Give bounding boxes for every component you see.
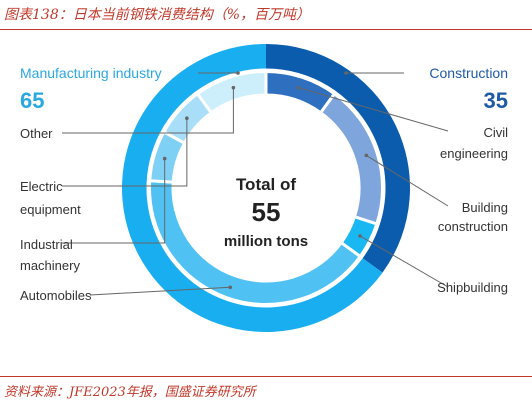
leader-shipbuilding: [359, 235, 449, 288]
outer-slice-construction: [266, 44, 410, 273]
leader-dot-industrial-machinery: [162, 156, 167, 161]
inner-ring: [148, 69, 384, 306]
leader-industrial-machinery: [62, 158, 166, 244]
leader-dot-civil-engineering: [296, 85, 301, 90]
leader-dot-manufacturing: [236, 71, 240, 75]
figure-source: 资料来源：JFE2023年报，国盛证券研究所: [4, 385, 256, 400]
group-label-manufacturing: Manufacturing industry: [20, 65, 162, 81]
slice-label-civil-engineering: engineering: [440, 146, 508, 161]
leader-lines: [62, 71, 449, 296]
leader-dot-electric-equipment: [185, 116, 189, 121]
slice-label-building-construction: Building: [462, 200, 508, 215]
slice-label-building-construction: construction: [438, 219, 508, 234]
outer-ring: [122, 44, 410, 332]
leader-dot-building-construction: [364, 153, 369, 158]
leader-civil-engineering: [298, 87, 449, 132]
inner-slice-other: [195, 69, 268, 115]
source-rule: [0, 376, 532, 377]
leader-building-construction: [366, 154, 449, 207]
slice-label-automobiles: Automobiles: [20, 288, 92, 303]
title-rule: [0, 29, 532, 30]
leader-other: [62, 87, 234, 134]
slice-label-shipbuilding: Shipbuilding: [437, 280, 508, 295]
slice-label-industrial-machinery: Industrial: [20, 237, 73, 252]
group-value-construction: 35: [484, 88, 508, 113]
slice-label-industrial-machinery: machinery: [20, 258, 80, 273]
leader-electric-equipment: [62, 118, 188, 187]
leader-dot-automobiles: [228, 285, 233, 290]
donut-chart: Civil engineering Building construction Ship…: [20, 44, 508, 332]
leader-dot-other: [231, 85, 236, 90]
group-label-construction: Construction: [429, 65, 508, 81]
leader-automobiles: [89, 286, 231, 296]
leader-dot-shipbuilding: [358, 234, 362, 238]
slice-label-electric-equipment: equipment: [20, 202, 81, 217]
slice-label-electric-equipment: Electric: [20, 179, 63, 194]
figure-title: 图表138：日本当前钢铁消费结构（%，百万吨）: [4, 7, 311, 23]
center-value: 55: [252, 197, 281, 227]
slice-label-civil-engineering: Civil: [483, 125, 508, 140]
center-line1: Total of: [236, 175, 296, 194]
center-line2: million tons: [224, 233, 308, 250]
slice-label-other: Other: [20, 126, 53, 141]
group-value-manufacturing: 65: [20, 88, 44, 113]
slice-labels: Civil engineering Building construction Ship…: [20, 125, 508, 303]
leader-dot-construction: [344, 71, 348, 75]
